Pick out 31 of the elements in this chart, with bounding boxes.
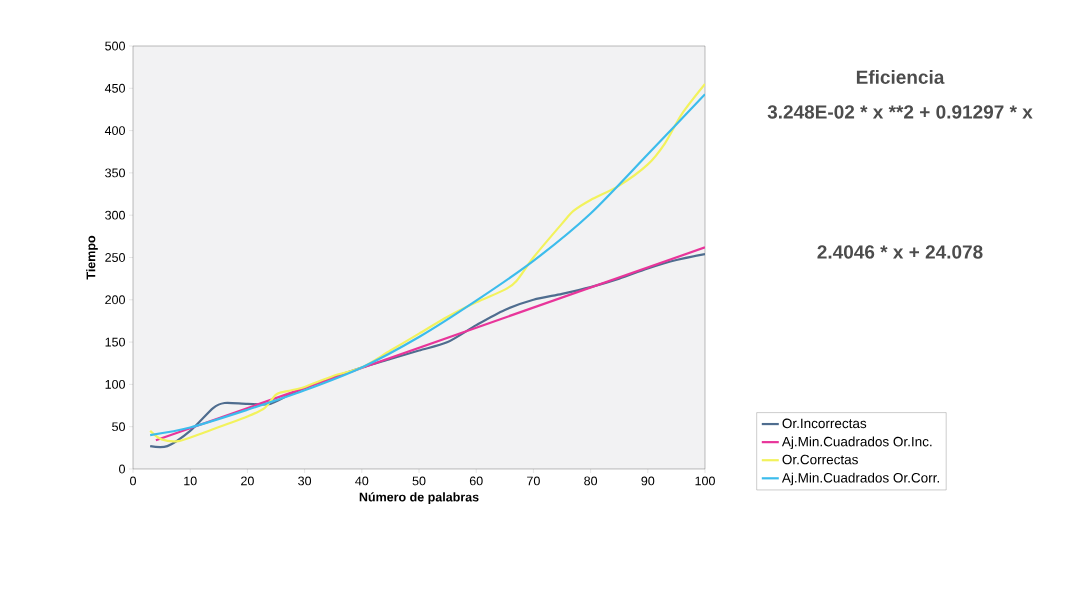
x-tick-label: 90	[641, 476, 655, 486]
y-tick-label: 50	[112, 422, 126, 432]
x-tick-label: 30	[298, 476, 312, 486]
x-tick-label: 0	[130, 476, 136, 486]
x-axis-title: Número de palabras	[359, 492, 479, 504]
x-tick-label: 60	[469, 476, 483, 486]
y-tick-label: 450	[104, 83, 125, 93]
legend-label: Aj.Min.Cuadrados Or.Inc.	[781, 436, 932, 450]
legend-label: Or.Incorrectas	[782, 418, 867, 429]
x-tick-label: 100	[695, 476, 715, 486]
legend-label: Or.Correctas	[782, 454, 858, 465]
text: Eficiencia	[856, 70, 945, 84]
y-axis-title: Tiempo	[86, 235, 98, 280]
y-tick-label: 400	[104, 126, 125, 136]
y-tick-label: 200	[105, 295, 125, 305]
y-tick-label: 150	[105, 337, 125, 347]
x-tick-label: 80	[584, 476, 598, 486]
x-tick-label: 20	[241, 476, 254, 486]
y-tick-label: 250	[105, 253, 125, 262]
x-tick-label: 40	[355, 476, 369, 486]
legend-label: Aj.Min.Cuadrados Or.Corr.	[781, 472, 939, 486]
y-tick-label: 0	[119, 464, 126, 474]
text: 3.248E-02 * x **2 + 0.91297 * x	[767, 105, 1033, 119]
y-tick-label: 100	[105, 379, 125, 389]
y-tick-label: 350	[105, 168, 125, 178]
y-tick-label: 300	[105, 210, 125, 220]
x-tick-label: 10	[184, 476, 197, 486]
y-tick-label: 500	[105, 41, 125, 51]
x-tick-label: 70	[527, 476, 540, 486]
x-tick-label: 50	[412, 476, 426, 486]
text: 2.4046 * x + 24.078	[817, 245, 983, 259]
